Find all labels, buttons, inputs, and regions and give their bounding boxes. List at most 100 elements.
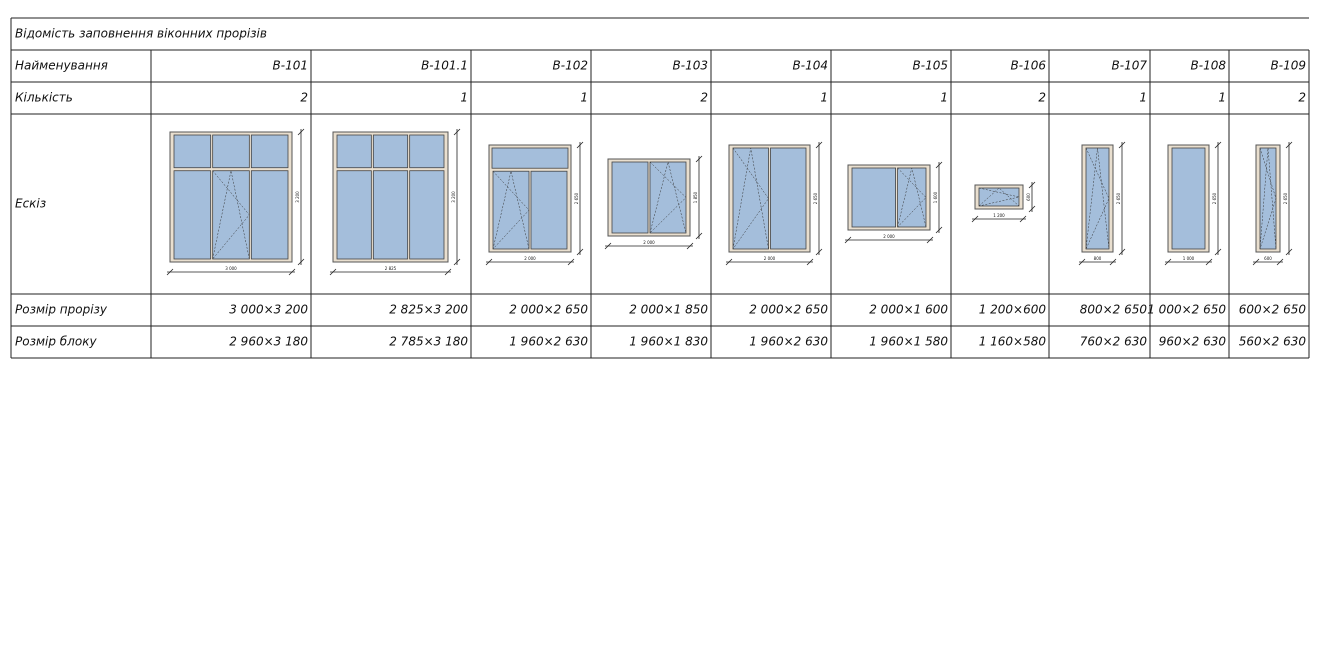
cell: 1 200×600	[979, 303, 1047, 317]
dimension-tick	[1276, 258, 1284, 266]
glass-pane	[250, 170, 289, 260]
glass-pane	[649, 161, 687, 234]
table-title: Відомість заповнення віконних прорізів	[15, 27, 267, 41]
cell: В-106	[1011, 59, 1047, 73]
cell: В-108	[1191, 59, 1227, 73]
dimension-height: 1 600	[933, 191, 938, 203]
window-sketch: 1 200 600	[971, 181, 1036, 223]
cell: 2	[300, 91, 308, 105]
dimension-tick	[567, 258, 575, 266]
dimension-tick	[1214, 248, 1222, 256]
cell: В-109	[1271, 59, 1306, 73]
cell: 2 000×1 600	[869, 303, 948, 317]
dimension-tick	[485, 258, 493, 266]
glass-pane	[173, 134, 212, 169]
cell: 600×2 650	[1239, 303, 1307, 317]
dimension-width: 2 000	[883, 234, 895, 239]
dimension-width: 800	[1094, 256, 1102, 261]
dimension-width: 1 000	[1183, 256, 1195, 261]
dimension-tick	[297, 128, 305, 136]
cell: В-104	[793, 59, 828, 73]
dimension-tick	[1019, 215, 1027, 223]
glass-pane	[897, 167, 927, 228]
cell: 1 960×2 630	[749, 335, 828, 349]
opening-mark	[978, 187, 1020, 207]
cell: 2	[700, 91, 708, 105]
dimension-height: 2 650	[1212, 192, 1217, 204]
cell: 1 960×2 630	[509, 335, 588, 349]
dimension-width: 1 200	[993, 213, 1005, 218]
dimension-tick	[297, 258, 305, 266]
glass-pane	[372, 134, 409, 169]
glass-pane	[212, 170, 250, 260]
glass-pane	[409, 134, 445, 169]
dimension-tick	[686, 242, 694, 250]
glass-pane	[173, 170, 212, 260]
dimension-tick	[695, 232, 703, 240]
glass-pane	[770, 147, 807, 250]
dimension-tick	[1109, 258, 1117, 266]
cell: 1	[940, 91, 948, 105]
cell: 2 000×2 650	[509, 303, 588, 317]
cell: 760×2 630	[1080, 335, 1148, 349]
cell: 1 160×580	[979, 335, 1047, 349]
dimension-height: 3 200	[295, 191, 300, 203]
window-sketch: 2 000 2 650	[725, 141, 823, 266]
cell: 560×2 630	[1239, 335, 1307, 349]
opening-mark	[897, 167, 927, 228]
glass-pane	[250, 134, 289, 169]
opening-mark	[649, 161, 687, 234]
opening-mark	[1085, 147, 1110, 250]
opening-mark	[1085, 147, 1110, 250]
opening-mark	[732, 147, 769, 250]
dimension-tick	[1214, 141, 1222, 149]
cell: 960×2 630	[1159, 335, 1227, 349]
opening-mark	[978, 187, 1020, 207]
window-sketch: 2 000 1 600	[844, 161, 943, 244]
cell: В-101	[273, 59, 308, 73]
dimension-width: 2 825	[385, 266, 397, 271]
dimension-tick	[935, 226, 943, 234]
opening-mark	[1259, 147, 1277, 250]
dimension-height: 2 650	[1283, 192, 1288, 204]
row-label: Розмір блоку	[15, 335, 97, 349]
glass-pane	[492, 170, 530, 250]
dimension-tick	[926, 236, 934, 244]
dimension-height: 600	[1026, 193, 1031, 201]
opening-mark	[212, 170, 250, 260]
cell: 2 825×3 200	[389, 303, 468, 317]
dimension-height: 1 850	[693, 191, 698, 203]
window-sketch: 600 2 650	[1252, 141, 1293, 266]
cell: 1 000×2 650	[1147, 303, 1226, 317]
dimension-tick	[288, 268, 296, 276]
cell: В-102	[553, 59, 588, 73]
dimension-tick	[806, 258, 814, 266]
cell: 800×2 650	[1080, 303, 1148, 317]
cell: 2 000×1 850	[629, 303, 708, 317]
cell: 2	[1038, 91, 1046, 105]
cell: 3 000×3 200	[229, 303, 308, 317]
dimension-height: 3 200	[451, 191, 456, 203]
dimension-tick	[815, 141, 823, 149]
glass-pane	[336, 134, 372, 169]
dimension-tick	[453, 258, 461, 266]
dimension-tick	[329, 268, 337, 276]
cell: В-101.1	[421, 59, 468, 73]
window-sketch: 1 000 2 650	[1164, 141, 1222, 266]
glass-pane	[1259, 147, 1277, 250]
dimension-width: 2 000	[524, 256, 536, 261]
dimension-tick	[1285, 141, 1293, 149]
opening-mark	[897, 167, 927, 228]
dimension-tick	[695, 155, 703, 163]
row-label: Ескіз	[15, 197, 46, 211]
dimension-width: 3 000	[225, 266, 237, 271]
glass-pane	[732, 147, 769, 250]
glass-pane	[409, 170, 445, 260]
cell: 1	[460, 91, 468, 105]
glass-pane	[1085, 147, 1110, 250]
dimension-tick	[844, 236, 852, 244]
dimension-tick	[444, 268, 452, 276]
row-label: Кількість	[15, 91, 73, 105]
opening-mark	[492, 171, 530, 250]
